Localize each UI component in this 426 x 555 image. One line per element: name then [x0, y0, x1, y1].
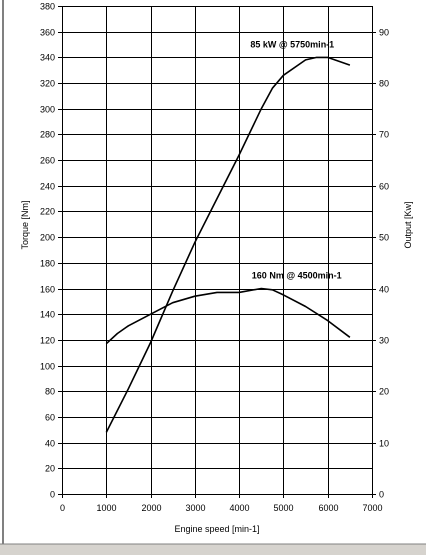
- x-tick-label: 2000: [141, 503, 161, 513]
- y-left-tick-label: 60: [45, 413, 55, 423]
- y-right-tick-label: 50: [379, 233, 389, 243]
- torque-series-line: [105, 287, 351, 345]
- y-left-tick-label: 140: [40, 310, 55, 320]
- x-tick-label: 3000: [185, 503, 205, 513]
- y-left-tick-label: 120: [40, 336, 55, 346]
- y-left-tick-label: 0: [50, 490, 55, 500]
- y-left-tick-label: 240: [40, 182, 55, 192]
- plot-frame: [62, 6, 373, 495]
- x-tick-label: 4000: [229, 503, 249, 513]
- y-left-axis-title: Torque [Nm]: [20, 200, 30, 249]
- y-left-tick-label: 20: [45, 464, 55, 474]
- peak-annotation: 160 Nm @ 4500min-1: [252, 271, 342, 281]
- x-tick-label: 5000: [273, 503, 293, 513]
- y-right-axis-title: Output [Kw]: [403, 201, 413, 248]
- y-right-tick-label: 80: [379, 79, 389, 89]
- y-right-tick-label: 20: [379, 387, 389, 397]
- y-left-tick-label: 340: [40, 53, 55, 63]
- y-left-tick-label: 100: [40, 362, 55, 372]
- y-right-tick-label: 90: [379, 28, 389, 38]
- y-left-tick-label: 160: [40, 285, 55, 295]
- y-left-tick-label: 80: [45, 387, 55, 397]
- peak-annotation: 85 kW @ 5750min-1: [250, 40, 334, 50]
- y-left-tick-label: 220: [40, 207, 55, 217]
- y-right-tick-label: 30: [379, 336, 389, 346]
- y-left-tick-label: 300: [40, 105, 55, 115]
- x-tick-label: 7000: [362, 503, 382, 513]
- output-series-line: [105, 56, 351, 433]
- y-left-tick-label: 360: [40, 28, 55, 38]
- y-right-tick-label: 60: [379, 182, 389, 192]
- y-right-tick-label: 10: [379, 439, 389, 449]
- window-bottom-strip: [0, 544, 426, 555]
- y-right-tick-label: 40: [379, 285, 389, 295]
- y-right-tick-label: 70: [379, 130, 389, 140]
- y-left-tick-label: 320: [40, 79, 55, 89]
- x-axis-title: Engine speed [min-1]: [174, 524, 259, 534]
- y-left-tick-label: 180: [40, 259, 55, 269]
- x-tick-label: 6000: [318, 503, 338, 513]
- x-tick-label: 1000: [96, 503, 116, 513]
- x-tick-label: 0: [60, 503, 65, 513]
- y-left-tick-label: 40: [45, 439, 55, 449]
- y-left-tick-label: 200: [40, 233, 55, 243]
- y-left-tick-label: 260: [40, 156, 55, 166]
- y-right-tick-label: 0: [379, 490, 384, 500]
- y-left-tick-label: 380: [40, 2, 55, 12]
- y-left-tick-label: 280: [40, 130, 55, 140]
